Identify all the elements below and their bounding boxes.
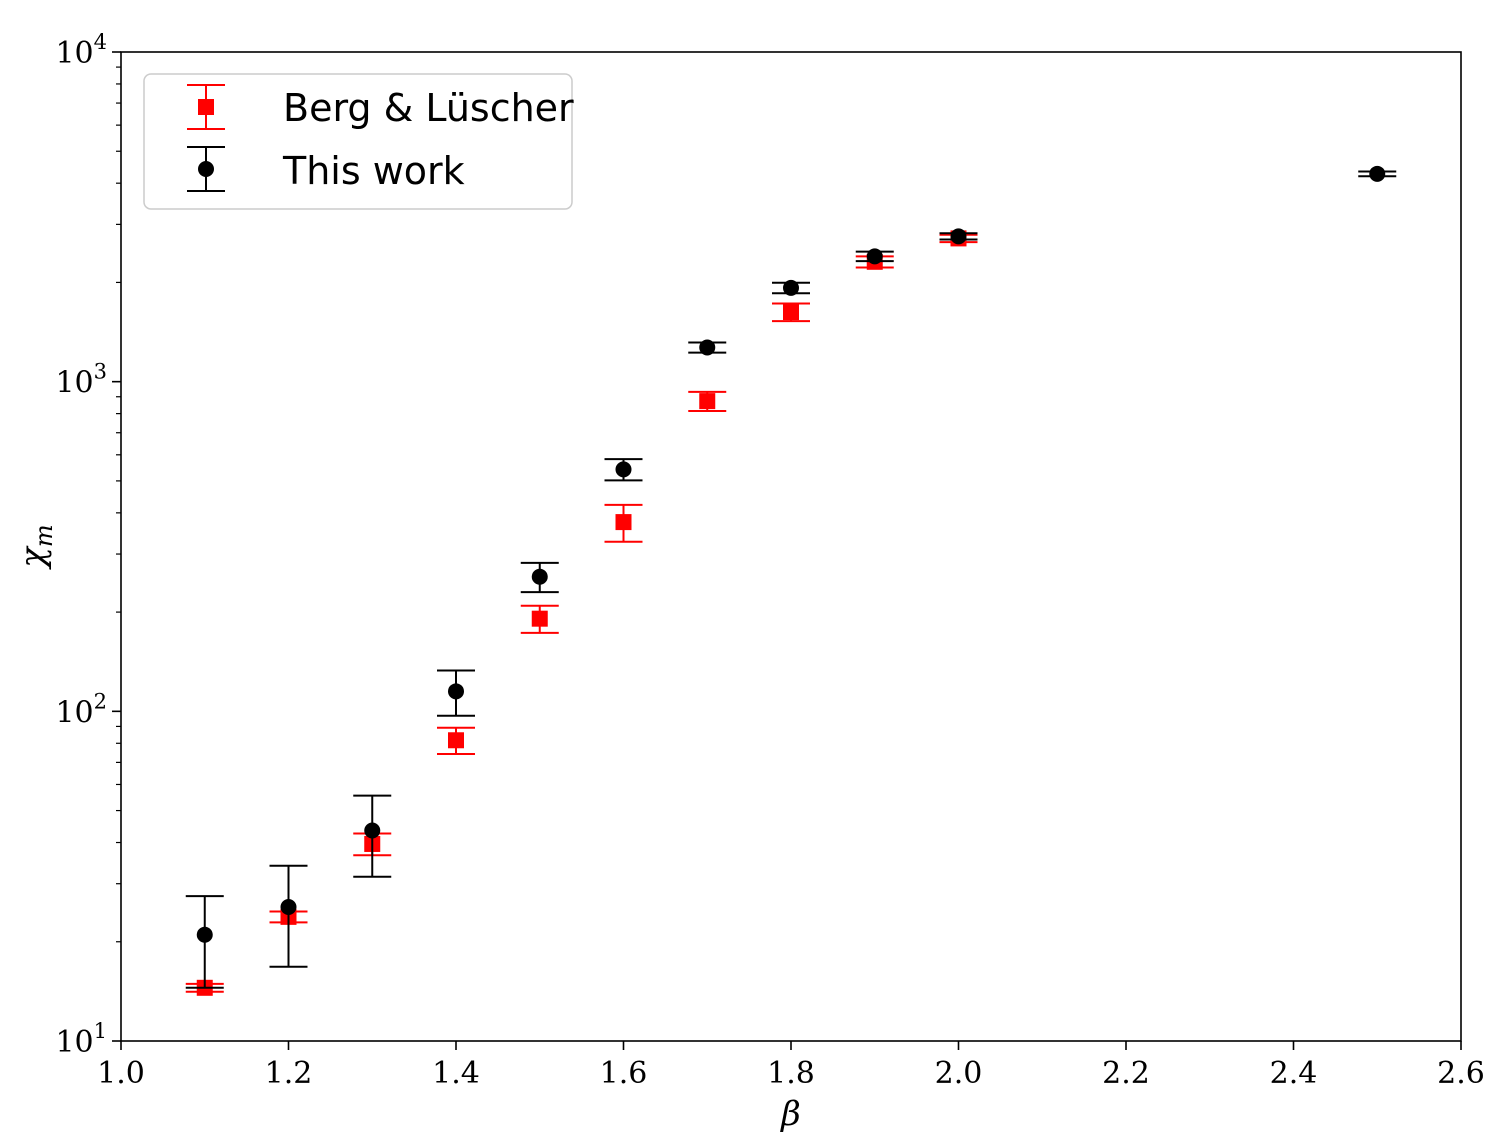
data-point xyxy=(866,248,883,265)
y-tick-label: 104 xyxy=(55,30,107,71)
x-tick-label: 2.0 xyxy=(935,1056,983,1091)
legend-box xyxy=(143,73,573,210)
x-tick-label: 2.2 xyxy=(1102,1056,1150,1091)
x-tick-label: 2.4 xyxy=(1270,1056,1318,1091)
data-point xyxy=(280,898,297,915)
y-tick-label: 101 xyxy=(55,1019,107,1060)
y-axis-label-symbol: χ xyxy=(13,545,53,570)
legend-label-this-work: This work xyxy=(282,149,465,193)
data-point xyxy=(699,393,716,410)
y-tick-labels: 101 102 103 104 xyxy=(55,30,107,1060)
legend-label-berg-luscher: Berg & Lüscher xyxy=(283,86,574,130)
data-point xyxy=(950,228,967,245)
legend-marker xyxy=(198,99,214,115)
y-axis-label: χm xyxy=(13,524,58,569)
data-point xyxy=(531,610,548,627)
data-point xyxy=(615,461,632,478)
data-point xyxy=(448,683,464,700)
series-1 xyxy=(185,165,1397,989)
data-point xyxy=(196,926,213,943)
data-point xyxy=(448,732,464,749)
data-point xyxy=(364,822,381,839)
data-point xyxy=(783,304,799,321)
legend-marker-berg-luscher xyxy=(187,84,225,130)
x-tick-label: 1.6 xyxy=(600,1056,648,1091)
axis-ticks xyxy=(112,51,1462,1050)
x-tick-labels: 1.0 1.2 1.4 1.6 1.8 2.0 2.2 2.4 2.6 xyxy=(97,1056,1485,1091)
data-point xyxy=(531,568,548,585)
data-point xyxy=(783,279,799,296)
x-tick-label: 2.6 xyxy=(1437,1056,1485,1091)
y-tick-label: 103 xyxy=(55,360,107,401)
legend-marker-this-work xyxy=(187,146,225,192)
legend-marker xyxy=(198,161,214,177)
data-point xyxy=(1369,165,1386,182)
x-tick-label: 1.0 xyxy=(97,1056,145,1091)
plot-frame xyxy=(120,51,1462,1042)
y-axis-label-subscript: m xyxy=(30,524,58,547)
x-axis-label: β xyxy=(779,1094,801,1134)
data-point xyxy=(699,339,716,356)
x-tick-label: 1.4 xyxy=(432,1056,480,1091)
legend: Berg & Lüscher This work xyxy=(143,73,574,210)
y-tick-label: 102 xyxy=(55,689,107,730)
x-tick-label: 1.8 xyxy=(767,1056,815,1091)
x-tick-label: 1.2 xyxy=(265,1056,313,1091)
plot-background xyxy=(121,52,1461,1041)
y-minor-ticks xyxy=(116,66,121,943)
data-point xyxy=(615,514,632,531)
series-layer xyxy=(185,165,1397,996)
